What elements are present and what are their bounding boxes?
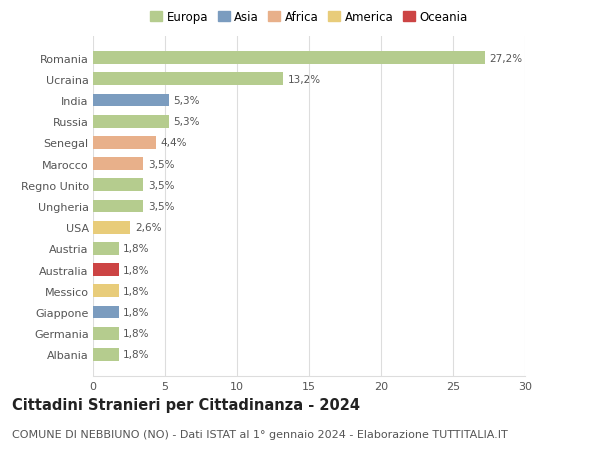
Text: 5,3%: 5,3% <box>173 96 200 106</box>
Text: 1,8%: 1,8% <box>123 265 150 275</box>
Text: 3,5%: 3,5% <box>148 159 174 169</box>
Bar <box>93 221 130 234</box>
Bar <box>93 137 157 150</box>
Bar <box>93 52 485 65</box>
Text: 1,8%: 1,8% <box>123 329 150 338</box>
Text: 3,5%: 3,5% <box>148 202 174 212</box>
Text: 1,8%: 1,8% <box>123 308 150 317</box>
Bar <box>93 306 119 319</box>
Bar <box>93 327 119 340</box>
Bar <box>93 200 143 213</box>
Bar <box>93 95 169 107</box>
Bar <box>93 73 283 86</box>
Text: 4,4%: 4,4% <box>161 138 187 148</box>
Text: 1,8%: 1,8% <box>123 244 150 254</box>
Text: 1,8%: 1,8% <box>123 350 150 359</box>
Bar <box>93 179 143 192</box>
Text: 2,6%: 2,6% <box>135 223 161 233</box>
Text: COMUNE DI NEBBIUNO (NO) - Dati ISTAT al 1° gennaio 2024 - Elaborazione TUTTITALI: COMUNE DI NEBBIUNO (NO) - Dati ISTAT al … <box>12 429 508 439</box>
Text: 27,2%: 27,2% <box>489 54 522 63</box>
Text: 13,2%: 13,2% <box>287 75 320 84</box>
Text: Cittadini Stranieri per Cittadinanza - 2024: Cittadini Stranieri per Cittadinanza - 2… <box>12 397 360 412</box>
Text: 1,8%: 1,8% <box>123 286 150 296</box>
Text: 5,3%: 5,3% <box>173 117 200 127</box>
Bar <box>93 116 169 129</box>
Bar <box>93 158 143 171</box>
Text: 3,5%: 3,5% <box>148 180 174 190</box>
Bar <box>93 348 119 361</box>
Bar <box>93 263 119 276</box>
Bar <box>93 242 119 255</box>
Bar <box>93 285 119 297</box>
Legend: Europa, Asia, Africa, America, Oceania: Europa, Asia, Africa, America, Oceania <box>150 11 468 24</box>
